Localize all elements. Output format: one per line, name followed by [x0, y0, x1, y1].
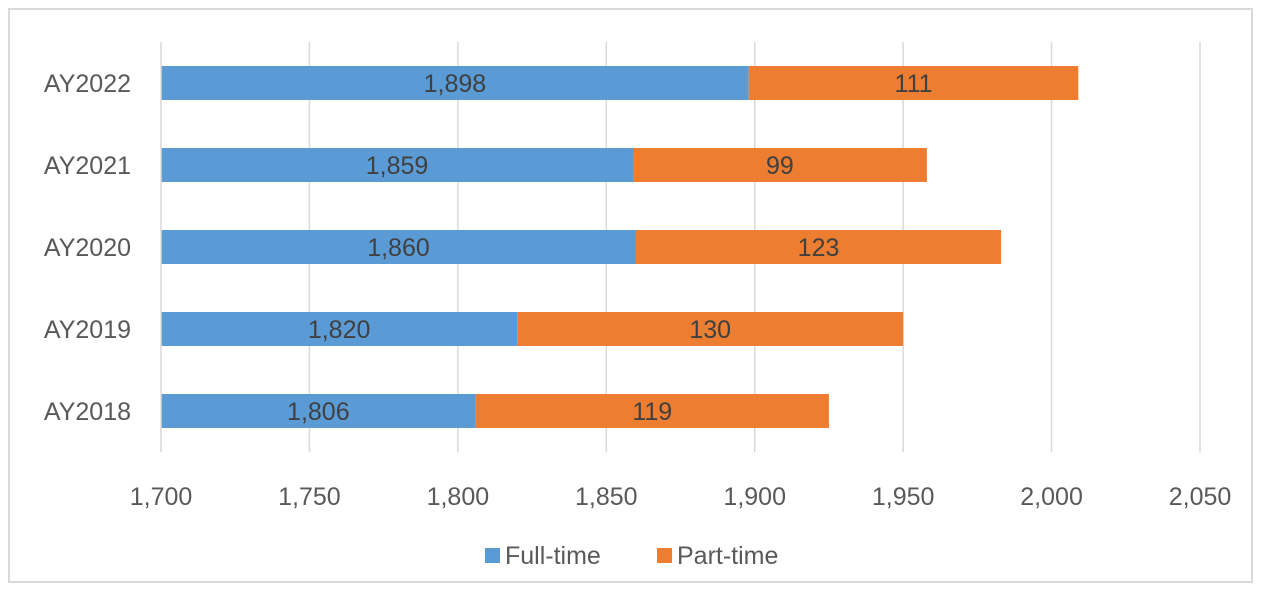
legend-swatch-part-time: [657, 548, 672, 563]
y-tick-label: AY2021: [44, 152, 131, 180]
data-label: 111: [895, 70, 933, 98]
data-label: 1,860: [367, 234, 430, 262]
data-label: 1,820: [308, 316, 371, 344]
x-tick-label: 2,000: [1020, 483, 1083, 511]
bar-full-time: [161, 230, 636, 264]
data-label: 1,859: [366, 152, 429, 180]
chart-frame: [8, 8, 1253, 583]
y-tick-label: AY2019: [44, 316, 131, 344]
bar-full-time: [161, 148, 634, 182]
data-label: 119: [632, 398, 672, 426]
data-label: 1,806: [287, 398, 350, 426]
bar-part-time: [748, 66, 1079, 100]
x-tick-label: 1,850: [575, 483, 638, 511]
bar-part-time: [475, 394, 829, 428]
x-tick-label: 1,750: [278, 483, 341, 511]
legend: Full-time Part-time: [485, 542, 778, 570]
y-tick-label: AY2020: [44, 234, 131, 262]
legend-label-part-time: Part-time: [677, 542, 778, 570]
data-label: 1,898: [424, 70, 487, 98]
bars: [161, 66, 1079, 428]
x-tick-label: 1,900: [723, 483, 786, 511]
legend-label-full-time: Full-time: [505, 542, 601, 570]
data-label: 99: [766, 152, 794, 180]
y-tick-label: AY2018: [44, 398, 131, 426]
y-tick-label: AY2022: [44, 70, 131, 98]
x-axis: 1,700 1,750 1,800 1,850 1,900 1,950 2,000 2,050: [130, 483, 1232, 511]
x-tick-label: 1,700: [130, 483, 193, 511]
bar-part-time: [633, 148, 927, 182]
bar-full-time: [161, 394, 476, 428]
x-tick-label: 1,950: [872, 483, 935, 511]
data-label: 123: [798, 234, 840, 262]
bar-part-time: [635, 230, 1002, 264]
data-labels: 1,898 111 1,859 99 1,860 123 1,820 130 1,806 119: [287, 70, 932, 426]
bar-part-time: [517, 312, 904, 346]
y-axis: AY2022 AY2021 AY2020 AY2019 AY2018: [44, 42, 162, 452]
x-tick-label: 1,800: [427, 483, 490, 511]
bar-full-time: [161, 312, 518, 346]
bar-full-time: [161, 66, 749, 100]
x-tick-label: 2,050: [1169, 483, 1232, 511]
data-label: 130: [689, 316, 731, 344]
legend-swatch-full-time: [485, 548, 500, 563]
